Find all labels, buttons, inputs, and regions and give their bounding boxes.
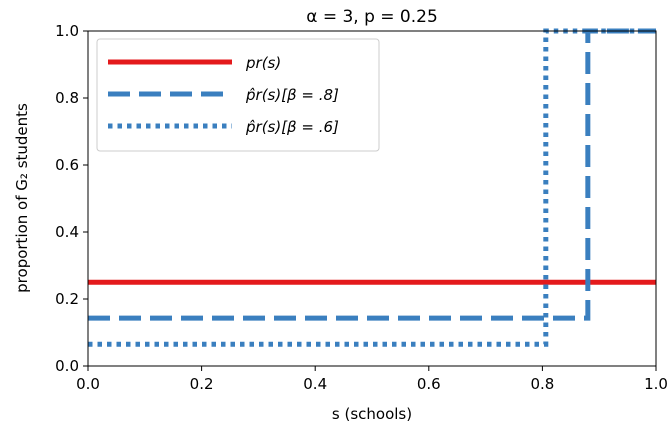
x-tick-label: 0.6	[417, 375, 441, 393]
y-axis-label: proportion of G₂ students	[13, 103, 31, 293]
chart-title: α = 3, p = 0.25	[306, 7, 438, 27]
y-tick-label: 0.2	[55, 290, 79, 308]
y-tick-label: 0.8	[55, 89, 79, 107]
x-tick-label: 1.0	[644, 375, 668, 393]
x-tick-label: 0.0	[76, 375, 100, 393]
y-tick-label: 0.4	[55, 223, 79, 241]
legend: pr(s) p̂r(s)[β = .8] p̂r(s)[β = .6]	[96, 38, 380, 152]
legend-label-2: p̂r(s)[β = .8]	[245, 86, 339, 104]
legend-label-1: pr(s)	[245, 54, 281, 72]
y-tick-label: 0.6	[55, 156, 79, 174]
x-tick-label: 0.8	[530, 375, 554, 393]
plot-frame	[87, 30, 657, 367]
x-axis-label: s (schools)	[332, 405, 412, 423]
x-tick-label: 0.4	[303, 375, 327, 393]
y-axis-ticks: 0.0 0.2 0.4 0.6 0.8 1.0	[55, 22, 88, 375]
series-line-3	[88, 28, 656, 347]
y-tick-label: 1.0	[55, 22, 79, 40]
legend-frame	[96, 38, 380, 152]
x-axis-ticks: 0.0 0.2 0.4 0.6 0.8 1.0	[76, 366, 668, 393]
x-tick-label: 0.2	[190, 375, 214, 393]
legend-label-3: p̂r(s)[β = .6]	[245, 118, 339, 136]
y-tick-label: 0.0	[55, 357, 79, 375]
